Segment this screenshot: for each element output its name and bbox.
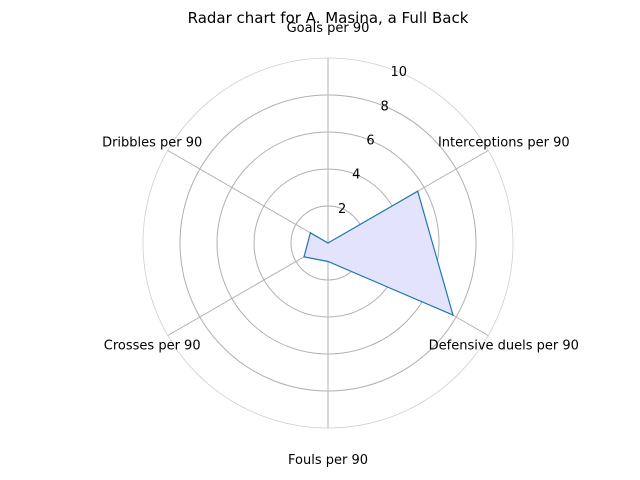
axis-label-0: Goals per 90 xyxy=(287,21,370,36)
spoke-5 xyxy=(167,150,329,244)
axis-labels: Goals per 90 Interceptions per 90 Defensiv… xyxy=(102,21,579,468)
series-point-4 xyxy=(303,256,305,258)
radial-tick-6: 6 xyxy=(366,133,374,148)
series-fill-0 xyxy=(304,191,453,316)
axis-label-3: Fouls per 90 xyxy=(288,453,368,468)
series-point-0 xyxy=(327,242,329,244)
axis-label-2: Defensive duels per 90 xyxy=(429,339,579,354)
axis-label-1: Interceptions per 90 xyxy=(438,136,570,151)
series-point-2 xyxy=(452,314,454,316)
radial-tick-2: 2 xyxy=(338,202,346,217)
radar-series xyxy=(303,190,454,317)
series-point-3 xyxy=(327,260,329,263)
radial-tick-4: 4 xyxy=(352,168,360,183)
radial-tick-8: 8 xyxy=(380,99,388,114)
radial-tick-labels: 2 4 6 8 10 xyxy=(338,65,407,217)
axis-label-4: Crosses per 90 xyxy=(104,339,201,354)
chart-title: Radar chart for A. Masina, a Full Back xyxy=(188,9,469,27)
radial-tick-10: 10 xyxy=(391,65,408,80)
axis-label-5: Dribbles per 90 xyxy=(102,136,202,151)
series-point-1 xyxy=(417,190,419,192)
series-point-5 xyxy=(309,232,311,234)
spoke-4 xyxy=(167,242,329,336)
